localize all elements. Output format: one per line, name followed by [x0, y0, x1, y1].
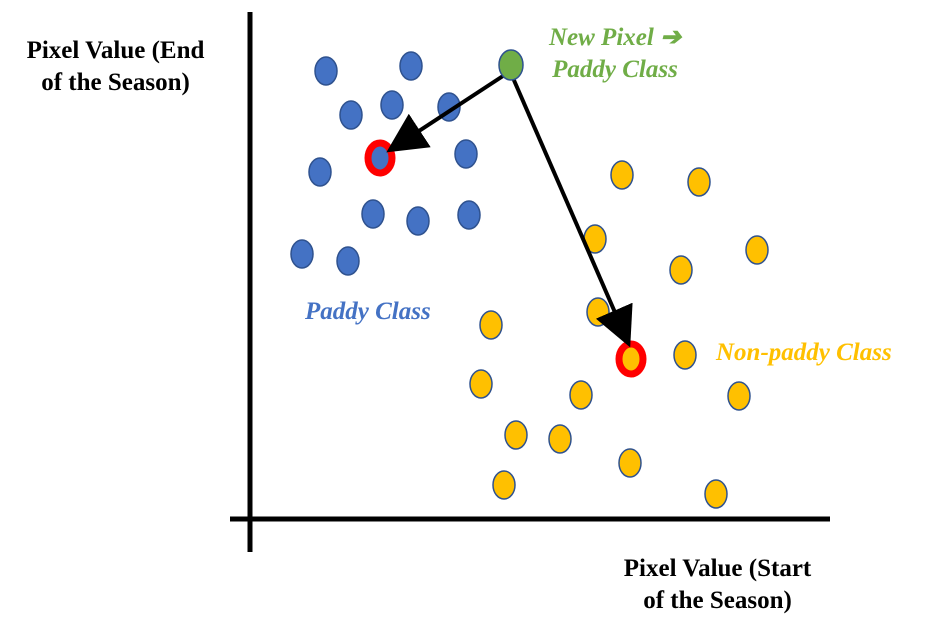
non-paddy-point [673, 340, 697, 370]
nearest-non-paddy-point [615, 340, 647, 378]
paddy-point [406, 206, 430, 236]
paddy-point [399, 51, 423, 81]
non-paddy-point [504, 420, 528, 450]
paddy-point [361, 199, 385, 229]
non-paddy-point [610, 160, 634, 190]
paddy-point [454, 139, 478, 169]
x-axis-label-line1: Pixel Value (Start [623, 555, 812, 582]
paddy-point [290, 239, 314, 269]
paddy-class-label: Paddy Class [305, 298, 431, 325]
paddy-point [339, 100, 363, 130]
new-pixel-label-line1: New Pixel ➔ [548, 24, 682, 51]
new-pixel-point [498, 49, 524, 81]
non-paddy-class-label: Non-paddy Class [716, 339, 892, 366]
new-pixel-label: New Pixel ➔ Paddy Class [520, 22, 710, 86]
paddy-point [314, 56, 338, 86]
paddy-point [308, 157, 332, 187]
paddy-point [336, 246, 360, 276]
x-axis-label: Pixel Value (Start of the Season) [600, 553, 835, 617]
arrow-to-paddy [386, 72, 508, 153]
x-axis-label-line2: of the Season) [643, 587, 792, 614]
paddy-point [457, 200, 481, 230]
new-pixel-label-line2: Paddy Class [552, 56, 678, 83]
non-paddy-point [586, 297, 610, 327]
non-paddy-point [727, 381, 751, 411]
non-paddy-point [548, 424, 572, 454]
non-paddy-point [569, 380, 593, 410]
non-paddy-point [618, 448, 642, 478]
paddy-point [380, 90, 404, 120]
non-paddy-point [669, 255, 693, 285]
non-paddy-point [687, 167, 711, 197]
non-paddy-points [469, 160, 769, 509]
non-paddy-point [745, 235, 769, 265]
non-paddy-point [492, 470, 516, 500]
paddy-points [290, 51, 481, 276]
y-axis-label-line2: of the Season) [41, 69, 190, 96]
y-axis-label-line1: Pixel Value (End [26, 37, 205, 64]
non-paddy-point [704, 479, 728, 509]
non-paddy-point [469, 369, 493, 399]
non-paddy-point [479, 310, 503, 340]
nearest-paddy-point [364, 139, 396, 177]
y-axis-label: Pixel Value (End of the Season) [8, 35, 223, 99]
arrow-to-non-paddy [511, 77, 633, 348]
